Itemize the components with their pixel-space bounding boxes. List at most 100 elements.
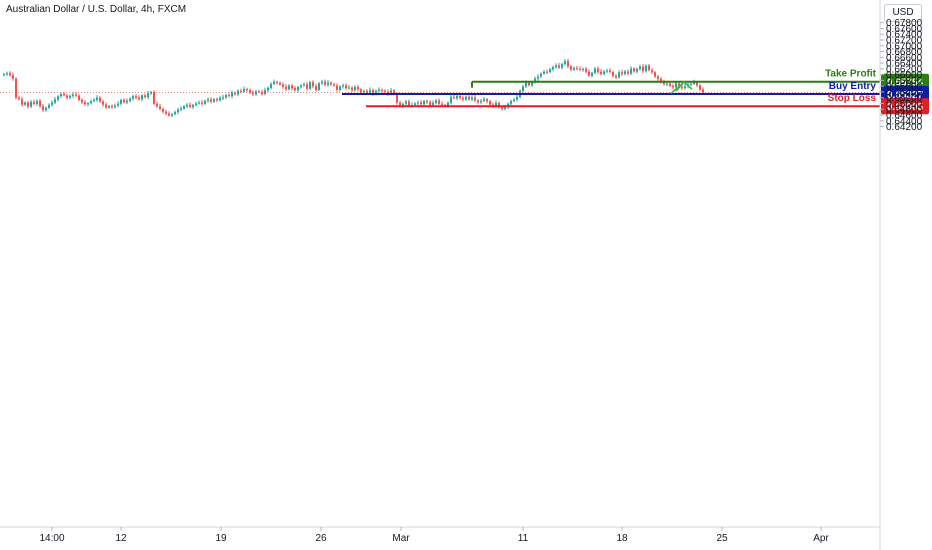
candle-body: [72, 94, 74, 96]
candle-body: [597, 68, 599, 72]
candle-body: [291, 85, 293, 89]
candle-body: [141, 95, 143, 100]
candle-body: [666, 83, 668, 85]
candle-body: [366, 91, 368, 93]
currency-selector[interactable]: USD: [884, 4, 922, 22]
candle-body: [33, 102, 35, 105]
candle-body: [306, 84, 308, 89]
candle-body: [468, 96, 470, 100]
candle-body: [54, 99, 56, 103]
candle-body: [480, 100, 482, 103]
candle-body: [279, 82, 281, 85]
candle-body: [537, 76, 539, 79]
y-tick-label: 0.64400: [886, 116, 923, 127]
candle-body: [384, 90, 386, 92]
candle-body: [471, 97, 473, 100]
time-axis[interactable]: 14:00 12 19 26 Mar 11 18 25 Apr: [0, 526, 880, 544]
candle-body: [663, 82, 665, 85]
candle-body: [510, 101, 512, 104]
candle-body: [114, 105, 116, 108]
candle-body: [486, 99, 488, 102]
candle-body: [237, 90, 239, 95]
candle-body: [678, 83, 680, 88]
candle-body: [513, 99, 515, 102]
y-tick-label: 0.66800: [886, 47, 923, 58]
candle-body: [96, 97, 98, 100]
y-tick-label: 0.67000: [886, 41, 923, 52]
candle-body: [231, 92, 233, 97]
x-tick-label: 14:00: [39, 533, 64, 544]
candle-body: [207, 99, 209, 101]
candle-body: [252, 92, 254, 95]
candle-body: [147, 93, 149, 98]
candle-body: [36, 100, 38, 105]
y-tick-label: 0.67600: [886, 24, 923, 35]
candle-body: [225, 95, 227, 98]
candle-body: [387, 91, 389, 94]
candle-body: [555, 65, 557, 68]
candle-body: [12, 75, 14, 79]
candle-body: [300, 85, 302, 88]
candle-body: [165, 111, 167, 114]
y-tick-label: 0.66600: [886, 53, 923, 64]
candle-body: [243, 89, 245, 92]
candle-body: [642, 66, 644, 72]
candle-body: [303, 84, 305, 86]
candle-body: [60, 93, 62, 97]
candle-body: [135, 96, 137, 98]
candle-body: [108, 106, 110, 108]
candle-body: [699, 85, 701, 90]
candle-body: [546, 71, 548, 73]
candle-body: [159, 106, 161, 109]
candle-body: [549, 69, 551, 73]
candle-body: [3, 74, 5, 76]
candle-body: [450, 97, 452, 103]
candle-body: [198, 102, 200, 104]
candle-body: [438, 100, 440, 104]
candle-body: [66, 95, 68, 98]
candle-body: [111, 106, 113, 108]
price-axis[interactable]: 0.678000.676000.674000.672000.670000.668…: [879, 0, 923, 550]
candle-body: [174, 112, 176, 115]
candle-body: [447, 102, 449, 106]
candle-body: [558, 65, 560, 68]
candle-body: [360, 89, 362, 93]
candle-body: [372, 89, 374, 94]
candle-body: [195, 103, 197, 105]
candle-body: [48, 104, 50, 108]
candle-body: [408, 101, 410, 106]
candle-body: [156, 103, 158, 107]
candle-body: [57, 96, 59, 100]
y-tick-label: 0.65800: [886, 76, 923, 87]
x-tick-label: 18: [616, 533, 628, 544]
candle-body: [129, 98, 131, 101]
candle-body: [654, 72, 656, 77]
candle-body: [420, 102, 422, 105]
candle-body: [177, 109, 179, 113]
candle-body: [78, 95, 80, 100]
y-tick-label: 0.67400: [886, 30, 923, 41]
candle-body: [534, 78, 536, 83]
candle-body: [324, 81, 326, 85]
candle-body: [696, 82, 698, 86]
candle-body: [87, 103, 89, 105]
candle-body: [153, 91, 155, 104]
candle-body: [594, 68, 596, 73]
candle-body: [312, 82, 314, 87]
candle-body: [570, 66, 572, 70]
candle-body: [381, 89, 383, 91]
candle-body: [501, 107, 503, 109]
candle-body: [288, 85, 290, 90]
candle-body: [573, 67, 575, 70]
candle-body: [456, 95, 458, 99]
y-tick-label: 0.67800: [886, 18, 923, 29]
candle-body: [462, 97, 464, 100]
candle-body: [69, 95, 71, 98]
candle-body: [552, 67, 554, 70]
candle-body: [369, 89, 371, 93]
candle-body: [630, 68, 632, 74]
candle-body: [579, 68, 581, 70]
candle-body: [132, 96, 134, 99]
level-label: Stop Loss: [828, 93, 877, 104]
